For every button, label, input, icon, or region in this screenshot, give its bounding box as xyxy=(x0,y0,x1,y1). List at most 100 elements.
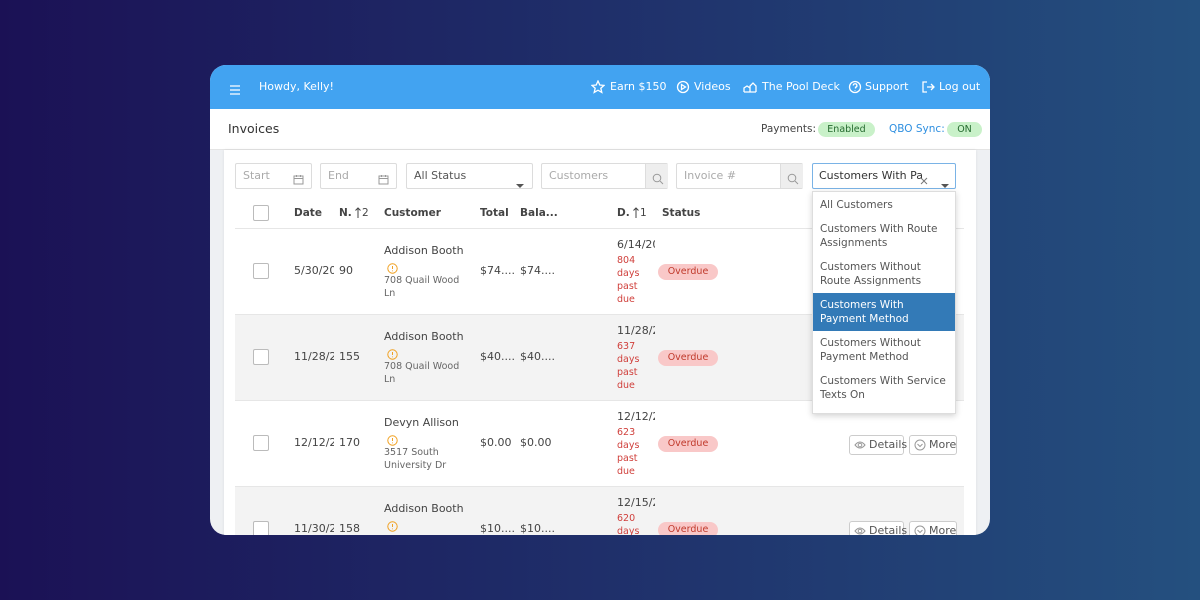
filter-customers[interactable]: Customers xyxy=(541,163,668,189)
filter-text: Customers xyxy=(549,169,609,182)
filter-text: All Status xyxy=(414,169,467,182)
nav-icon[interactable] xyxy=(676,79,690,94)
action-button[interactable]: Details xyxy=(849,521,907,535)
nav-link[interactable]: The Pool Deck xyxy=(762,80,840,93)
column-header[interactable]: Total xyxy=(480,207,509,219)
overdue-days: 623 days past due xyxy=(617,427,640,477)
column-header[interactable]: Date xyxy=(294,207,322,219)
status-badge: Overdue xyxy=(658,264,718,280)
invoice-total: $0.00 xyxy=(480,436,512,449)
invoice-number: 90 xyxy=(339,264,353,277)
payments-label: Payments: xyxy=(761,123,816,135)
dropdown-option[interactable]: Customers Without Route Assignments xyxy=(820,261,922,287)
qbo-status[interactable]: ON xyxy=(947,122,982,137)
row-checkbox[interactable] xyxy=(253,263,269,279)
header-checkbox[interactable] xyxy=(253,205,269,221)
info-icon xyxy=(387,517,398,532)
row-checkbox[interactable] xyxy=(253,349,269,365)
invoice-balance: $40.... xyxy=(520,350,555,363)
action-button[interactable]: More xyxy=(909,521,957,535)
nav-link[interactable]: Earn $150 xyxy=(610,80,667,93)
nav-icon[interactable] xyxy=(743,79,757,93)
action-button[interactable]: More xyxy=(909,435,957,455)
action-icon xyxy=(914,439,926,451)
due-date: 6/14/20 xyxy=(617,238,655,251)
overdue-days: 804 days past due xyxy=(617,255,640,305)
column-header[interactable]: Customer xyxy=(384,207,441,219)
table-row xyxy=(235,487,964,535)
menu-icon[interactable] xyxy=(229,81,241,95)
customer-name[interactable]: Devyn Allison xyxy=(384,416,459,429)
column-header[interactable]: D. xyxy=(617,207,630,219)
sort-arrow xyxy=(633,207,639,218)
invoice-date: 12/12/2 xyxy=(294,436,334,449)
action-button[interactable]: Details xyxy=(849,435,907,455)
invoice-date: 5/30/20 xyxy=(294,264,334,277)
dropdown-option[interactable]: Customers With Route Assignments xyxy=(820,223,938,249)
greeting: Howdy, Kelly! xyxy=(259,80,334,93)
invoice-number: 155 xyxy=(339,350,360,363)
customer-name[interactable]: Addison Booth xyxy=(384,330,464,343)
nav-icon[interactable] xyxy=(921,79,935,93)
nav-link[interactable]: Support xyxy=(865,80,909,93)
nav-icon[interactable] xyxy=(590,79,606,94)
filter-invoice[interactable]: Invoice # xyxy=(676,163,803,189)
filter-text: Customers With Pa xyxy=(819,169,924,182)
due-date: 12/12/2 xyxy=(617,410,655,423)
invoice-total: $10.... xyxy=(480,522,515,535)
due-date: 12/15/2 xyxy=(617,496,655,509)
customer-name[interactable]: Addison Booth xyxy=(384,502,464,515)
filter-text: Invoice # xyxy=(684,169,737,182)
invoice-total: $74.... xyxy=(480,264,515,277)
invoice-date: 11/28/2 xyxy=(294,350,334,363)
nav-link[interactable]: Videos xyxy=(694,80,731,93)
dropdown-option[interactable]: Customers Without Payment Method xyxy=(820,337,921,363)
invoice-number: 158 xyxy=(339,522,360,535)
action-icon xyxy=(854,525,866,535)
caret-icon xyxy=(516,174,524,188)
info-icon xyxy=(387,431,398,446)
payments-status[interactable]: Enabled xyxy=(818,122,875,137)
sort-arrow xyxy=(355,207,361,218)
calendar-icon xyxy=(378,170,389,185)
column-header[interactable]: N. xyxy=(339,207,352,219)
customer-address: 708 Quail Wood Ln xyxy=(384,275,460,299)
customer-address: 3517 South University Dr xyxy=(384,447,447,471)
customer-dropdown: All Customers Customers With Route Assign… xyxy=(812,191,956,414)
status-badge: Overdue xyxy=(658,522,718,535)
column-header[interactable]: Status xyxy=(662,207,701,219)
nav-link[interactable]: Log out xyxy=(939,80,981,93)
row-checkbox[interactable] xyxy=(253,521,269,535)
row-checkbox[interactable] xyxy=(253,435,269,451)
filter-text: Start xyxy=(243,169,270,182)
invoice-total: $40.... xyxy=(480,350,515,363)
invoice-balance: $74.... xyxy=(520,264,555,277)
status-badge: Overdue xyxy=(658,436,718,452)
filter-start[interactable]: Start xyxy=(235,163,312,189)
header-divider xyxy=(235,228,964,229)
dropdown-option[interactable]: All Customers xyxy=(820,199,893,211)
info-icon xyxy=(387,259,398,274)
filter-customer-type[interactable]: Customers With Pa xyxy=(812,163,956,189)
dropdown-option[interactable]: Customers With Service Texts On xyxy=(820,375,946,401)
page-title: Invoices xyxy=(228,121,280,136)
clear-icon[interactable] xyxy=(919,171,929,185)
customer-address: 708 Quail Wood Ln xyxy=(384,361,460,385)
invoice-card: Howdy, Kelly! Earn $150 Videos The Pool Dec… xyxy=(210,65,990,535)
filter-end[interactable]: End xyxy=(320,163,397,189)
nav-icon[interactable] xyxy=(848,79,862,94)
search-icon xyxy=(652,170,664,185)
overdue-days: 620 days past due xyxy=(617,513,640,535)
search-button[interactable] xyxy=(780,164,803,188)
dropdown-option[interactable]: Customers With Payment Method xyxy=(813,293,955,331)
table-row xyxy=(235,401,964,487)
calendar-icon xyxy=(293,170,304,185)
invoice-date: 11/30/2 xyxy=(294,522,334,535)
action-icon xyxy=(854,439,866,451)
column-header[interactable]: Bala... xyxy=(520,207,558,219)
customer-name[interactable]: Addison Booth xyxy=(384,244,464,257)
caret-icon xyxy=(941,174,949,188)
filter-status[interactable]: All Status xyxy=(406,163,533,189)
search-button[interactable] xyxy=(645,164,668,188)
